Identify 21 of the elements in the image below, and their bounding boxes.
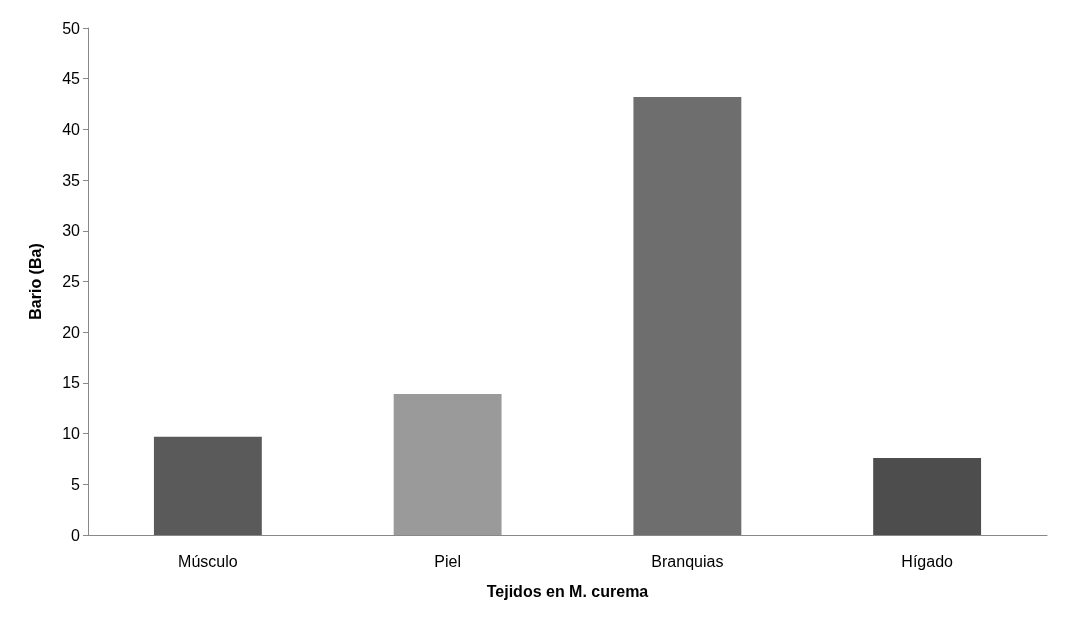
y-tick-label: 25: [62, 273, 81, 290]
y-axis-title: Bario (Ba): [26, 243, 44, 320]
y-tick-label: 45: [62, 70, 81, 88]
x-tick-label: Hígado: [901, 552, 954, 570]
y-tick-label: 20: [62, 323, 81, 341]
x-tick-label: Músculo: [178, 552, 238, 570]
y-tick-label: 50: [62, 19, 81, 37]
x-tick-label: Branquias: [651, 552, 724, 570]
y-tick-label: 10: [62, 425, 81, 443]
bar: [873, 457, 982, 535]
bar: [153, 436, 262, 535]
x-tick-label: Piel: [434, 552, 461, 570]
bar: [393, 394, 502, 535]
y-tick-label: 5: [71, 475, 81, 493]
y-tick-label: 0: [71, 526, 81, 544]
y-tick-label: 35: [62, 171, 81, 189]
y-tick-label: 15: [62, 374, 81, 392]
y-tick-label: 40: [62, 120, 81, 138]
bar: [633, 96, 742, 535]
x-axis-title: Tejidos en M. curema: [486, 582, 649, 600]
y-tick-label: 30: [62, 222, 81, 240]
